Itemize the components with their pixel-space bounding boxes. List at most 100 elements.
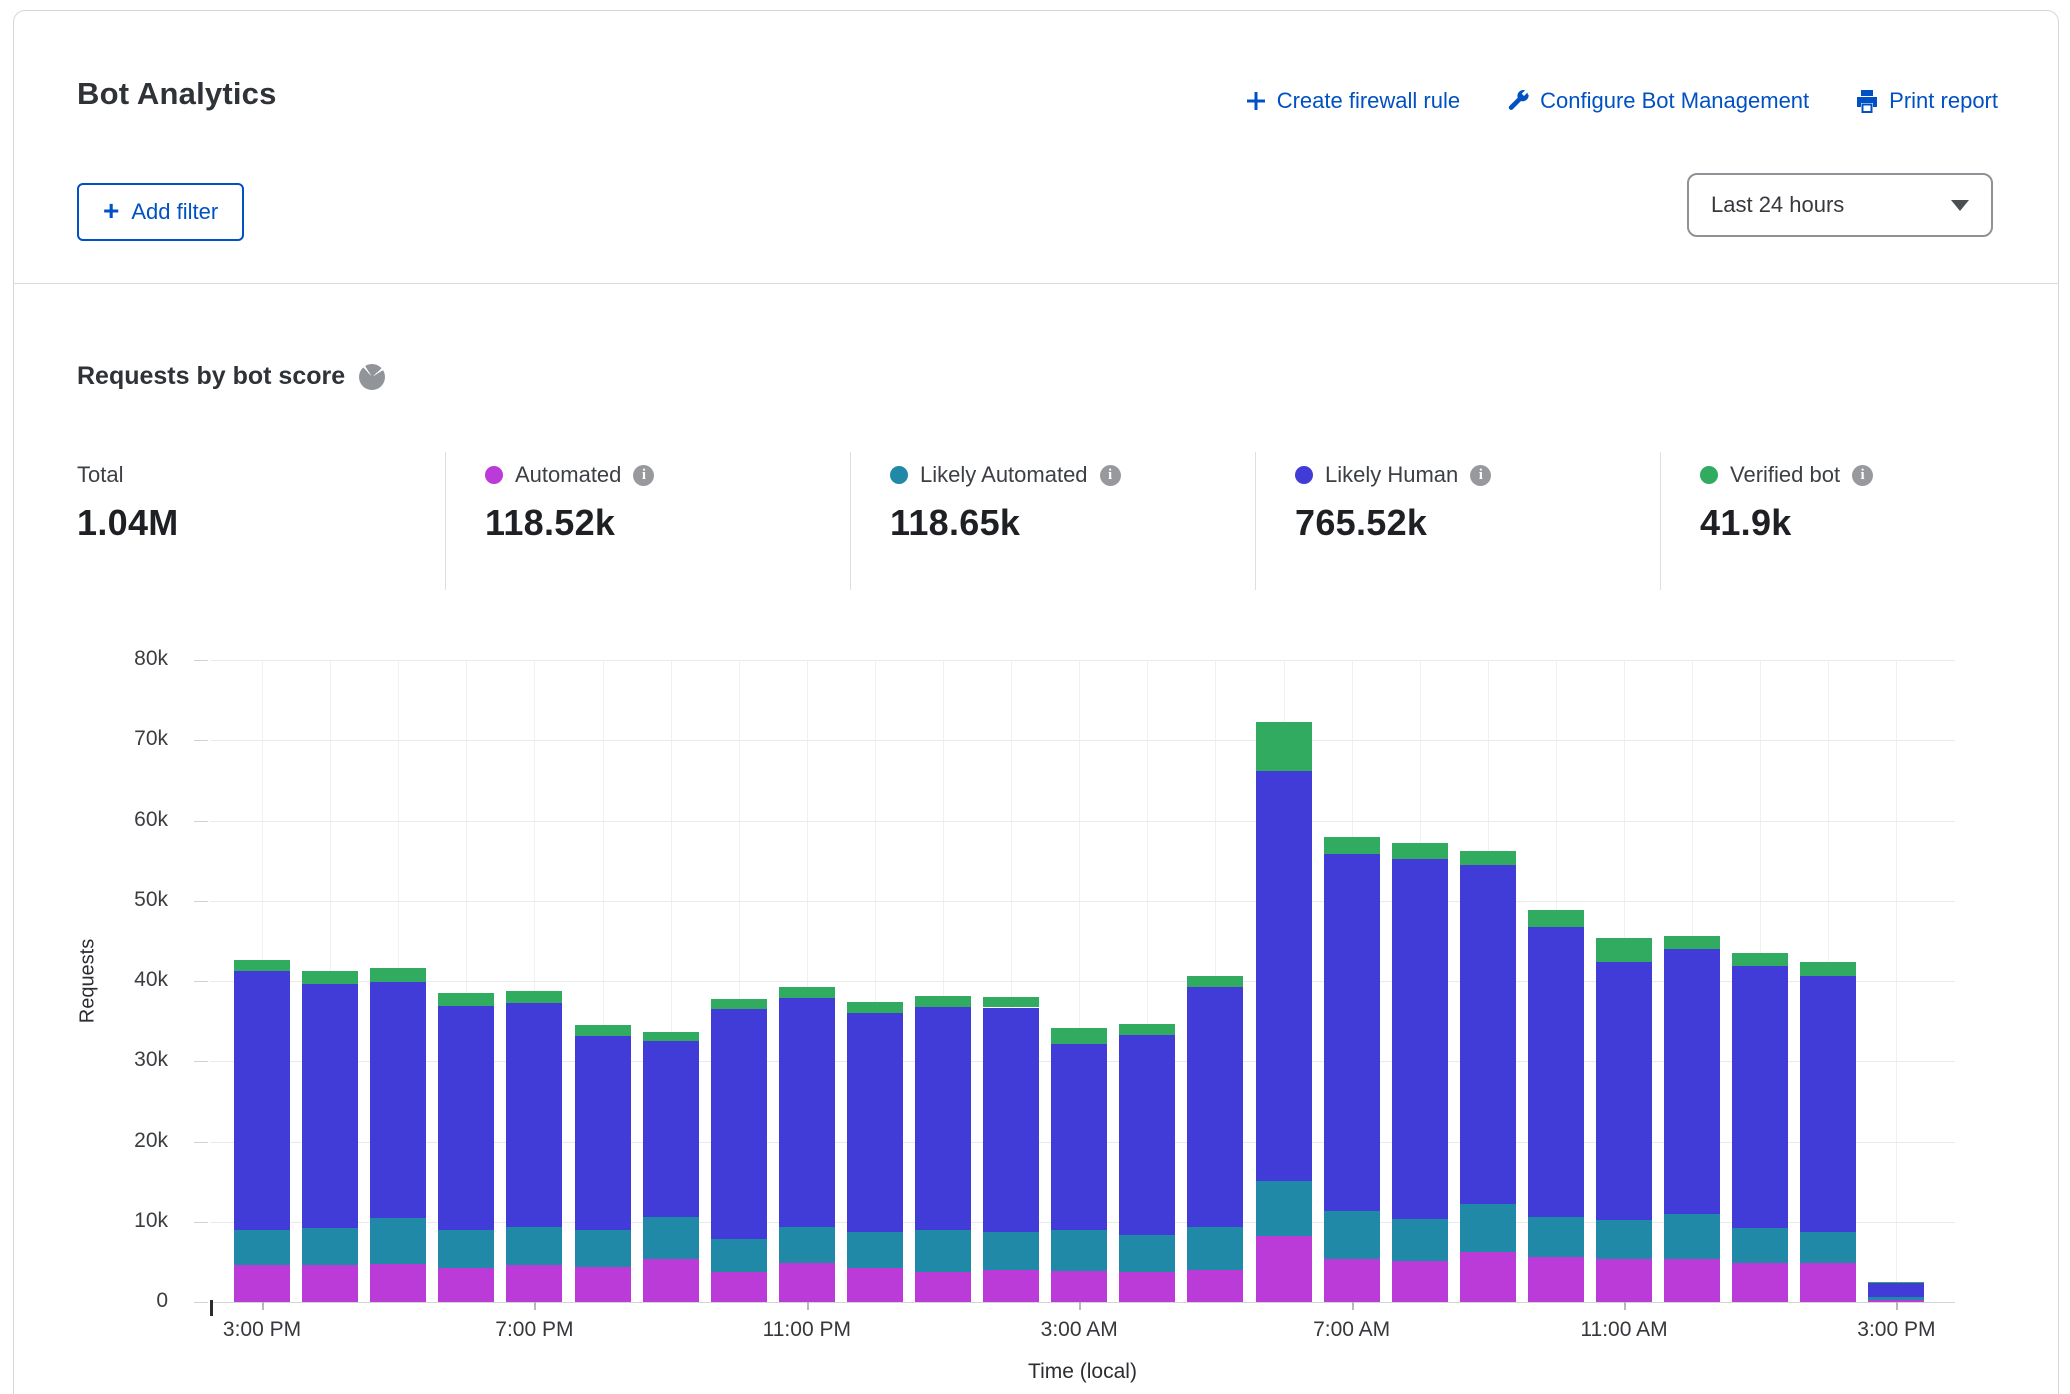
bar-segment-likely-human[interactable] [1800,976,1857,1232]
bar-segment-verified-bot[interactable] [778,987,835,998]
bar[interactable] [710,660,767,1302]
bar-segment-likely-automated[interactable] [846,1231,903,1268]
bar-segment-automated[interactable] [1664,1259,1721,1302]
bar-segment-automated[interactable] [302,1265,359,1302]
bar-segment-verified-bot[interactable] [574,1025,631,1036]
bar-segment-verified-bot[interactable] [1732,952,1789,966]
create-firewall-rule-link[interactable]: Create firewall rule [1245,88,1460,114]
info-icon[interactable]: i [1470,464,1492,486]
print-report-link[interactable]: Print report [1855,88,1998,114]
bar-segment-verified-bot[interactable] [710,998,767,1010]
bar-segment-automated[interactable] [778,1263,835,1302]
bar[interactable] [1664,660,1721,1302]
bar-segment-likely-automated[interactable] [983,1232,1040,1270]
bar-segment-likely-human[interactable] [1255,770,1312,1181]
bar[interactable] [642,660,699,1302]
bar-segment-automated[interactable] [1596,1258,1652,1302]
bar[interactable] [506,660,563,1302]
bar-segment-automated[interactable] [1323,1258,1380,1302]
bar-segment-verified-bot[interactable] [506,991,563,1003]
bar-segment-likely-automated[interactable] [1051,1229,1108,1271]
bar[interactable] [915,660,971,1302]
bar-segment-verified-bot[interactable] [1596,937,1652,962]
bar-segment-likely-human[interactable] [1187,987,1244,1228]
bar-segment-likely-automated[interactable] [1732,1228,1789,1264]
bar-segment-automated[interactable] [574,1266,631,1302]
configure-bot-management-link[interactable]: Configure Bot Management [1506,88,1809,114]
bar-segment-likely-human[interactable] [1664,948,1721,1214]
bar-segment-likely-automated[interactable] [1255,1180,1312,1237]
bar[interactable] [1051,660,1108,1302]
bar-segment-verified-bot[interactable] [438,993,495,1006]
bar-segment-automated[interactable] [506,1265,563,1302]
bar-segment-verified-bot[interactable] [1800,961,1857,977]
bar-segment-verified-bot[interactable] [1051,1027,1108,1044]
bar-segment-verified-bot[interactable] [846,1001,903,1014]
bar[interactable] [1527,660,1584,1302]
bar[interactable] [846,660,903,1302]
bar-segment-likely-human[interactable] [1391,859,1448,1219]
info-icon[interactable]: i [1852,464,1874,486]
bar-segment-verified-bot[interactable] [1664,936,1721,949]
bar-segment-likely-automated[interactable] [574,1229,631,1267]
bar[interactable] [1323,660,1380,1302]
bar-segment-automated[interactable] [642,1258,699,1302]
bar-segment-likely-human[interactable] [915,1006,971,1230]
bar-segment-likely-human[interactable] [1596,961,1652,1221]
bar[interactable] [1800,660,1857,1302]
bar-segment-likely-automated[interactable] [438,1229,495,1268]
bar-segment-likely-human[interactable] [846,1013,903,1232]
bar-segment-automated[interactable] [1868,1299,1925,1302]
bar[interactable] [1459,660,1516,1302]
bar-segment-likely-automated[interactable] [915,1229,971,1272]
bar-segment-verified-bot[interactable] [915,996,971,1007]
bar-segment-automated[interactable] [1732,1263,1789,1302]
bar-segment-likely-automated[interactable] [506,1227,563,1266]
bar-segment-likely-human[interactable] [302,984,359,1229]
bar-segment-automated[interactable] [710,1271,767,1302]
bar-segment-likely-automated[interactable] [234,1229,290,1266]
bar-segment-verified-bot[interactable] [1187,976,1244,988]
bar[interactable] [438,660,495,1302]
bar-segment-automated[interactable] [1800,1263,1857,1302]
bar-segment-verified-bot[interactable] [983,997,1040,1008]
bar-segment-likely-human[interactable] [778,997,835,1227]
bar-segment-likely-human[interactable] [1051,1043,1108,1230]
bar-segment-likely-human[interactable] [370,981,427,1218]
bar[interactable] [370,660,427,1302]
bar-segment-likely-human[interactable] [710,1009,767,1239]
bar-segment-likely-human[interactable] [1459,865,1516,1205]
bar-segment-verified-bot[interactable] [1119,1023,1176,1035]
bar-segment-automated[interactable] [1119,1272,1176,1302]
bar[interactable] [1255,660,1312,1302]
bar[interactable] [234,660,290,1302]
bar-segment-likely-human[interactable] [1527,927,1584,1217]
bar[interactable] [1119,660,1176,1302]
bar-segment-automated[interactable] [1255,1236,1312,1302]
bar-segment-automated[interactable] [1527,1257,1584,1302]
bar-segment-automated[interactable] [370,1264,427,1302]
bar[interactable] [1596,660,1652,1302]
bar-segment-likely-automated[interactable] [370,1217,427,1265]
bar-segment-likely-human[interactable] [574,1035,631,1230]
bar-segment-likely-automated[interactable] [1800,1231,1857,1264]
bar[interactable] [574,660,631,1302]
bar-segment-likely-automated[interactable] [778,1226,835,1264]
bar-segment-likely-human[interactable] [506,1002,563,1228]
bar-segment-automated[interactable] [1187,1269,1244,1302]
bar-segment-verified-bot[interactable] [302,971,359,985]
bar-segment-automated[interactable] [234,1265,290,1302]
bar-segment-likely-human[interactable] [1732,965,1789,1229]
bar[interactable] [1868,660,1925,1302]
bar-segment-likely-automated[interactable] [1596,1220,1652,1259]
bar-segment-likely-human[interactable] [642,1041,699,1217]
bar-segment-verified-bot[interactable] [1323,837,1380,855]
bar-segment-verified-bot[interactable] [370,968,427,982]
bar-segment-likely-automated[interactable] [302,1228,359,1266]
bar-segment-verified-bot[interactable] [234,960,290,972]
bar-segment-automated[interactable] [915,1271,971,1302]
bar-segment-likely-human[interactable] [983,1007,1040,1233]
bar-segment-likely-human[interactable] [1323,854,1380,1212]
info-icon[interactable]: i [1099,464,1121,486]
bar-segment-likely-automated[interactable] [642,1216,699,1259]
